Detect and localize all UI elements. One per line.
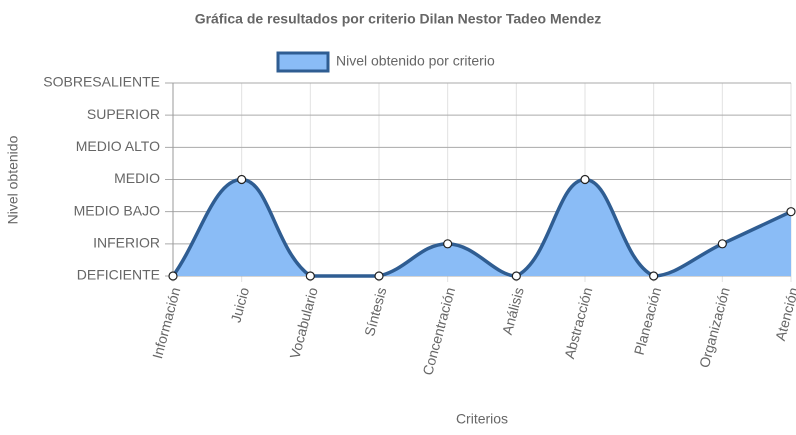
x-tick-label: Vocabulario [286, 285, 320, 360]
x-tick-label: Juicio [227, 285, 252, 324]
chart-title: Gráfica de resultados por criterio Dilan… [195, 11, 602, 27]
x-tick-label: Análisis [499, 286, 527, 337]
y-tick-label: SOBRESALIENTE [43, 74, 160, 90]
point [580, 174, 590, 185]
area [173, 179, 791, 276]
x-axis-label: Criterios [456, 411, 508, 427]
y-tick-label: MEDIO BAJO [74, 202, 160, 218]
y-tick-label: MEDIO ALTO [76, 138, 160, 154]
point [786, 207, 796, 217]
point [374, 271, 384, 281]
point [443, 239, 453, 249]
point [237, 174, 247, 185]
x-tick-label: Información [149, 286, 183, 361]
y-tick-label: DEFICIENTE [77, 267, 160, 283]
legend-label: Nivel obtenido por criterio [336, 53, 495, 69]
point [717, 239, 727, 249]
point [511, 271, 521, 281]
x-tick-label: Organización [696, 286, 733, 370]
x-tick-label: Abstracción [561, 286, 595, 361]
x-tick-label: Atención [772, 286, 796, 343]
y-tick-label: INFERIOR [93, 235, 160, 251]
legend-swatch [276, 51, 330, 73]
y-axis-label: Nivel obtenido [5, 135, 21, 224]
y-tick-label: SUPERIOR [87, 106, 160, 122]
line [171, 177, 792, 278]
point [305, 271, 315, 281]
point [168, 271, 178, 281]
x-tick-label: Síntesis [361, 286, 389, 338]
point [649, 271, 659, 281]
y-tick-label: MEDIO [114, 170, 160, 186]
x-tick-label: Planeación [631, 286, 664, 357]
x-tick-label: Concentración [419, 286, 458, 377]
